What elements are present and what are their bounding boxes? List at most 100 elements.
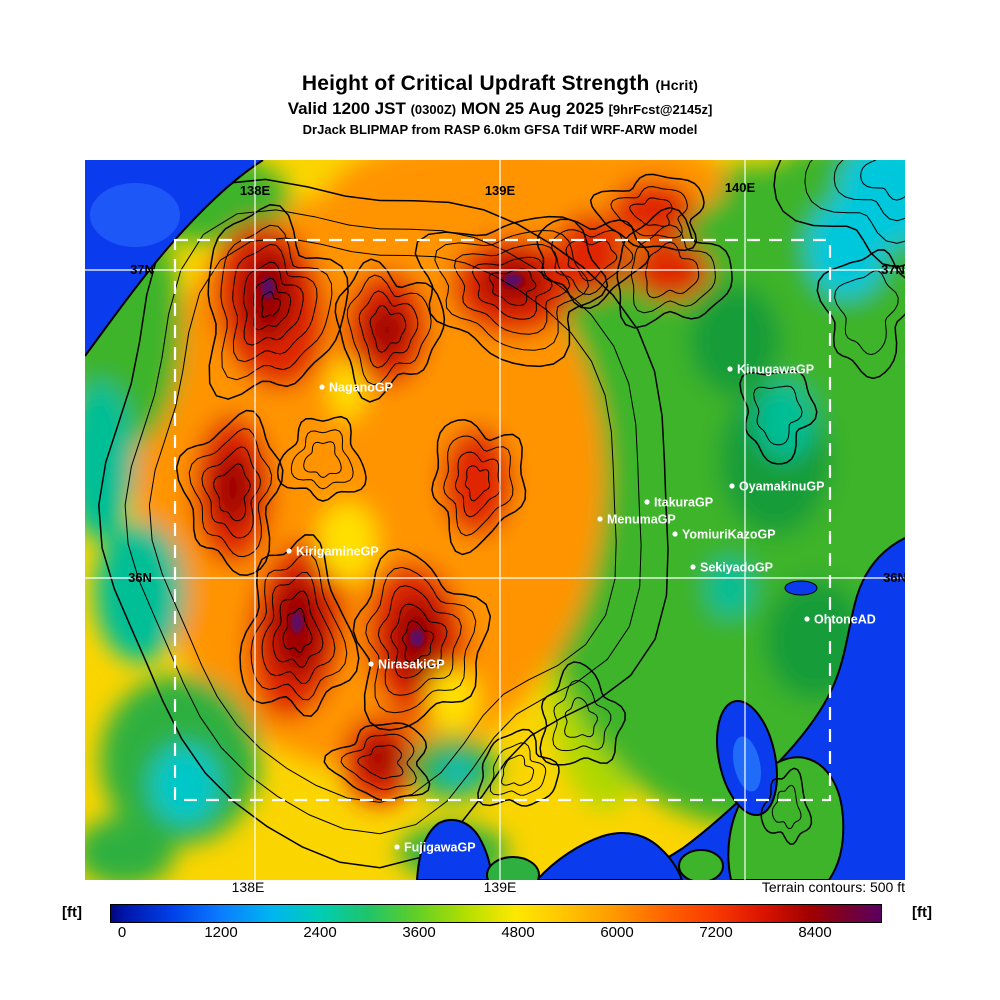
site-dot (729, 483, 735, 489)
grid-labels: 138E 139E 140E 37N 37N 36N 36N (128, 180, 905, 585)
valid-prefix: Valid 1200 JST (287, 99, 406, 118)
graticule (85, 160, 905, 880)
site-label: YomiuriKazoGP (682, 528, 776, 542)
colorbar-ticks: 0 1200 2400 3600 4800 6000 7200 8400 (110, 924, 882, 942)
header: Height of Critical Updraft Strength (Hcr… (0, 72, 1000, 137)
contour-line (334, 258, 446, 403)
title-text: Height of Critical Updraft Strength (301, 72, 650, 95)
field-color-blob (95, 522, 185, 662)
site-marker-YomiuriKazoGP: YomiuriKazoGP (672, 528, 776, 542)
field-color-blob (85, 817, 175, 880)
contour-line (434, 229, 590, 351)
field-color-blob (611, 180, 695, 240)
grid-label: 37N (130, 262, 154, 277)
field-color-blob (838, 160, 905, 245)
model-domain-box (173, 238, 832, 802)
contour-line (346, 274, 432, 386)
contour-line (207, 203, 349, 400)
contour-line (377, 585, 462, 696)
contour-line (501, 754, 535, 786)
lake-kasumigaura (784, 580, 818, 596)
page-title: Height of Critical Updraft Strength (Hcr… (0, 72, 1000, 96)
title-note: (Hcrit) (655, 77, 699, 93)
site-label: KinugawaGP (737, 363, 814, 377)
colorbar-tick: 0 (117, 924, 127, 941)
contour-line (390, 603, 448, 679)
contour-line (261, 572, 336, 685)
site-label: FujigawaGP (404, 841, 476, 855)
site-marker-KirigamineGP: KirigamineGP (286, 545, 379, 559)
contour-line (212, 463, 251, 522)
grid-label: 36N (128, 570, 152, 585)
bottom-lon-label-138e: 138E (231, 879, 265, 895)
colorbar-tick: 2400 (303, 924, 337, 941)
sagami-bay (535, 832, 684, 880)
field-color-blob (291, 611, 303, 633)
coast-layer (85, 160, 905, 880)
grid-label: 140E (725, 180, 756, 195)
field-color-blob (690, 285, 780, 395)
site-dot (319, 384, 325, 390)
contour-line (282, 608, 313, 653)
site-label: OhtoneAD (814, 613, 876, 627)
contour-line (98, 178, 669, 869)
forecast-map: 138E 139E 140E 37N 37N 36N 36N NaganoGP Kirigam… (85, 160, 905, 880)
contour-line (276, 415, 367, 502)
contour-line (773, 160, 905, 268)
site-marker-ItakuraGP: ItakuraGP (644, 496, 713, 510)
contour-line (357, 744, 404, 780)
contour-line (148, 237, 617, 803)
contour-line (860, 160, 905, 201)
terrain-contours (98, 160, 905, 869)
tokyo-bay-shallow (733, 736, 761, 792)
colorbar-tick: 3600 (402, 924, 436, 941)
site-label: NaganoGP (329, 381, 393, 395)
field-color-blob (706, 558, 754, 618)
grid-label: 138E (240, 183, 271, 198)
colorbar-tick: 7200 (699, 924, 733, 941)
site-label: MenumaGP (607, 513, 676, 527)
field-color-blob (755, 380, 815, 460)
contour-line (272, 590, 324, 668)
field-color-blob (85, 380, 135, 540)
contour-line (551, 229, 634, 296)
contour-line (243, 261, 304, 346)
miura-peninsula (678, 849, 724, 880)
contour-line (552, 679, 612, 752)
contour-line (471, 256, 553, 320)
valid-time-line: Valid 1200 JST (0300Z) MON 25 Aug 2025 [… (0, 99, 1000, 119)
site-dot (672, 531, 678, 537)
contour-line (253, 277, 292, 331)
contour-line (564, 697, 598, 738)
field-color-blob (504, 273, 522, 287)
site-label: KirigamineGP (296, 545, 379, 559)
site-dot (597, 516, 603, 522)
suruga-bay (415, 818, 494, 880)
site-dot (804, 616, 810, 622)
contour-line (760, 767, 813, 845)
field-color-blob (317, 502, 377, 582)
contour-line (124, 209, 642, 835)
contour-line (816, 249, 905, 380)
contour-line (365, 566, 477, 714)
field-color-blob (362, 736, 398, 780)
field-color-blob (329, 360, 365, 420)
site-label: OyamakinuGP (739, 480, 824, 494)
contour-line (536, 218, 650, 309)
site-dot (286, 548, 292, 554)
colorbar-tick: 1200 (204, 924, 238, 941)
site-dot (727, 366, 733, 372)
site-marker-SekiyadoGP: SekiyadoGP (690, 561, 773, 575)
contour-line (201, 446, 262, 539)
contour-line (631, 224, 716, 314)
contour-line (771, 784, 802, 830)
grid-label: 36N (883, 570, 905, 585)
contour-line (401, 620, 435, 663)
contour-line (645, 241, 700, 299)
site-marker-OhtoneAD: OhtoneAD (804, 613, 876, 627)
valid-date: MON 25 Aug 2025 (460, 99, 604, 118)
site-label: NirasakiGP (378, 658, 445, 672)
forecast-map-svg: 138E 139E 140E 37N 37N 36N 36N NaganoGP Kirigam… (85, 160, 905, 880)
contour-line (414, 215, 609, 368)
